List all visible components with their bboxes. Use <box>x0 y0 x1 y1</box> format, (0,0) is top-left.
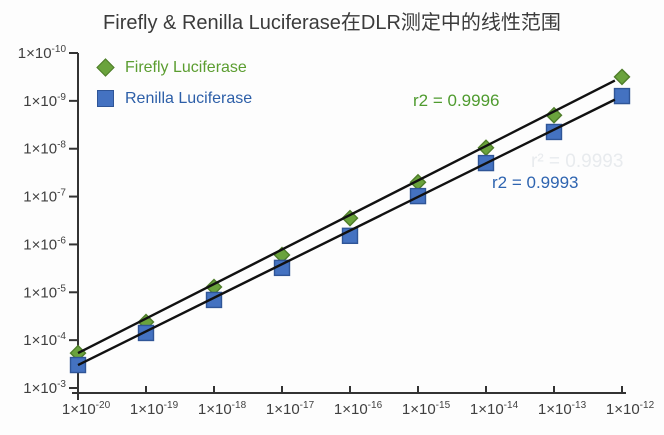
legend-item-firefly: Firefly Luciferase <box>96 57 252 78</box>
firefly-data-point <box>613 68 631 86</box>
firefly-diamond-icon <box>96 58 115 77</box>
x-tick-label: 1×10-19 <box>130 400 179 418</box>
y-tick-label: 1×10-9 <box>23 92 66 110</box>
y-tick-label: 1×10-5 <box>23 283 66 301</box>
legend-label-firefly: Firefly Luciferase <box>125 58 247 76</box>
legend: Firefly Luciferase Renilla Luciferase <box>96 57 252 119</box>
y-tick-label: 1×10-8 <box>23 140 66 158</box>
renilla-square-icon <box>97 90 114 107</box>
x-tick-label: 1×10-18 <box>198 400 247 418</box>
x-tick-label: 1×10-13 <box>538 400 587 418</box>
renilla-trendline <box>77 98 616 367</box>
chart-title: Firefly & Renilla Luciferase在DLR测定中的线性范围 <box>103 12 561 34</box>
y-tick-label: 1×10-7 <box>23 188 66 206</box>
firefly-trendline <box>77 79 616 355</box>
x-tick-label: 1×10-16 <box>334 400 383 418</box>
legend-item-renilla: Renilla Luciferase <box>96 88 252 109</box>
y-tick-label: 1×10-10 <box>18 44 67 62</box>
renilla-r2-label: r2 = 0.9993 <box>492 173 579 192</box>
firefly-r2-label: r2 = 0.9996 <box>413 91 500 110</box>
x-tick-label: 1×10-15 <box>402 400 451 418</box>
x-tick-label: 1×10-12 <box>606 400 655 418</box>
y-tick-label: 1×10-6 <box>23 235 66 253</box>
x-tick-label: 1×10-17 <box>266 400 315 418</box>
x-tick-label: 1×10-14 <box>470 400 519 418</box>
y-tick-label: 1×10-4 <box>23 331 66 349</box>
x-tick-label: 1×10-20 <box>62 400 111 418</box>
renilla-data-point <box>613 87 631 105</box>
y-tick-label: 1×10-3 <box>23 379 66 397</box>
legend-label-renilla: Renilla Luciferase <box>125 89 253 107</box>
ghost-r2-watermark: r² = 0.9993 <box>531 151 624 172</box>
